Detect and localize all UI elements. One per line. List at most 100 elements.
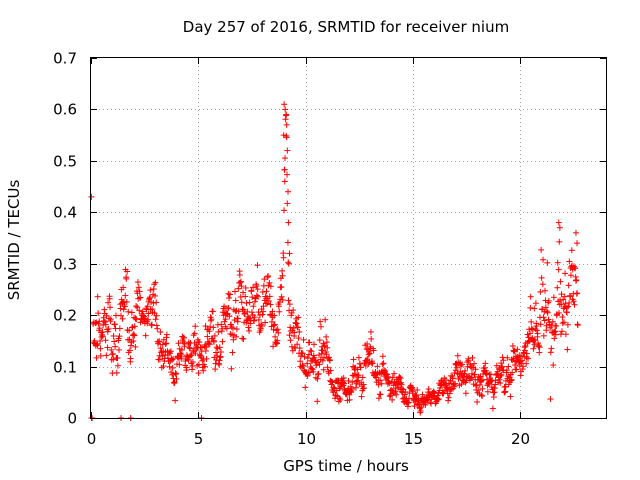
data-point (127, 355, 134, 362)
data-point (327, 367, 334, 374)
data-point (222, 316, 229, 323)
data-point (308, 365, 315, 372)
data-point (295, 335, 302, 342)
data-point (258, 323, 265, 330)
data-point (283, 132, 290, 139)
data-point (389, 396, 396, 403)
data-point (418, 404, 425, 411)
data-point (560, 319, 567, 326)
data-point (471, 360, 478, 367)
data-point (310, 368, 317, 375)
data-point (92, 320, 99, 327)
data-point (537, 321, 544, 328)
data-point (110, 332, 117, 339)
data-point (319, 347, 326, 354)
data-point (571, 301, 578, 308)
data-point (323, 351, 330, 358)
data-point (453, 364, 460, 371)
data-point (457, 362, 464, 369)
data-point (370, 347, 377, 354)
data-point (323, 333, 330, 340)
data-point (540, 332, 547, 339)
data-point (248, 309, 255, 316)
data-point (452, 380, 459, 387)
data-point (409, 388, 416, 395)
data-point (424, 396, 431, 403)
data-point (117, 305, 124, 312)
data-point (479, 393, 486, 400)
data-point (254, 262, 261, 269)
data-point (391, 370, 398, 377)
data-point (136, 288, 143, 295)
data-point (193, 341, 200, 348)
data-point (235, 308, 242, 315)
data-point (284, 147, 291, 154)
data-point (508, 377, 515, 384)
data-point (201, 363, 208, 370)
data-point (119, 315, 126, 322)
data-point (277, 296, 284, 303)
data-point (288, 309, 295, 316)
data-point (146, 294, 153, 301)
data-point (134, 279, 141, 286)
data-point (448, 372, 455, 379)
data-point (384, 375, 391, 382)
data-point (172, 397, 179, 404)
data-point (499, 363, 506, 370)
data-point (302, 384, 309, 391)
data-point (139, 308, 146, 315)
data-point (269, 308, 276, 315)
data-point (107, 316, 114, 323)
data-point (212, 366, 219, 373)
data-point (246, 327, 253, 334)
data-point (547, 349, 554, 356)
data-point (465, 357, 472, 364)
data-point (523, 360, 530, 367)
data-point (304, 355, 311, 362)
data-point (329, 379, 336, 386)
data-point (366, 349, 373, 356)
data-point (306, 339, 313, 346)
data-point (566, 299, 573, 306)
data-point (118, 312, 125, 319)
data-point (364, 356, 371, 363)
data-point (114, 362, 121, 369)
data-point (398, 381, 405, 388)
data-point (229, 349, 236, 356)
data-point (211, 332, 218, 339)
data-point (507, 393, 514, 400)
data-point (133, 303, 140, 310)
data-point (248, 288, 255, 295)
data-point (305, 351, 312, 358)
data-point (254, 293, 261, 300)
data-point (318, 323, 325, 330)
y-tick-labels: 0 0.1 0.2 0.3 0.4 0.5 0.6 0.7 (53, 50, 77, 428)
data-point (100, 317, 107, 324)
data-point (128, 309, 135, 316)
data-point (157, 345, 164, 352)
data-point (281, 207, 288, 214)
data-point (538, 246, 545, 253)
data-point (364, 340, 371, 347)
data-point (516, 352, 523, 359)
data-point (282, 155, 289, 162)
data-point (505, 363, 512, 370)
data-point (417, 408, 424, 415)
data-point (558, 328, 565, 335)
data-point (96, 318, 103, 325)
data-point (131, 332, 138, 339)
data-point (267, 311, 274, 318)
data-point (337, 396, 344, 403)
data-point (226, 291, 233, 298)
data-point (531, 305, 538, 312)
data-point (316, 351, 323, 358)
data-point (556, 238, 563, 245)
data-point (255, 316, 262, 323)
data-point (355, 354, 362, 361)
data-point (156, 338, 163, 345)
data-point (97, 338, 104, 345)
data-point (451, 383, 458, 390)
data-point (210, 338, 217, 345)
data-point (236, 271, 243, 278)
data-point (484, 388, 491, 395)
